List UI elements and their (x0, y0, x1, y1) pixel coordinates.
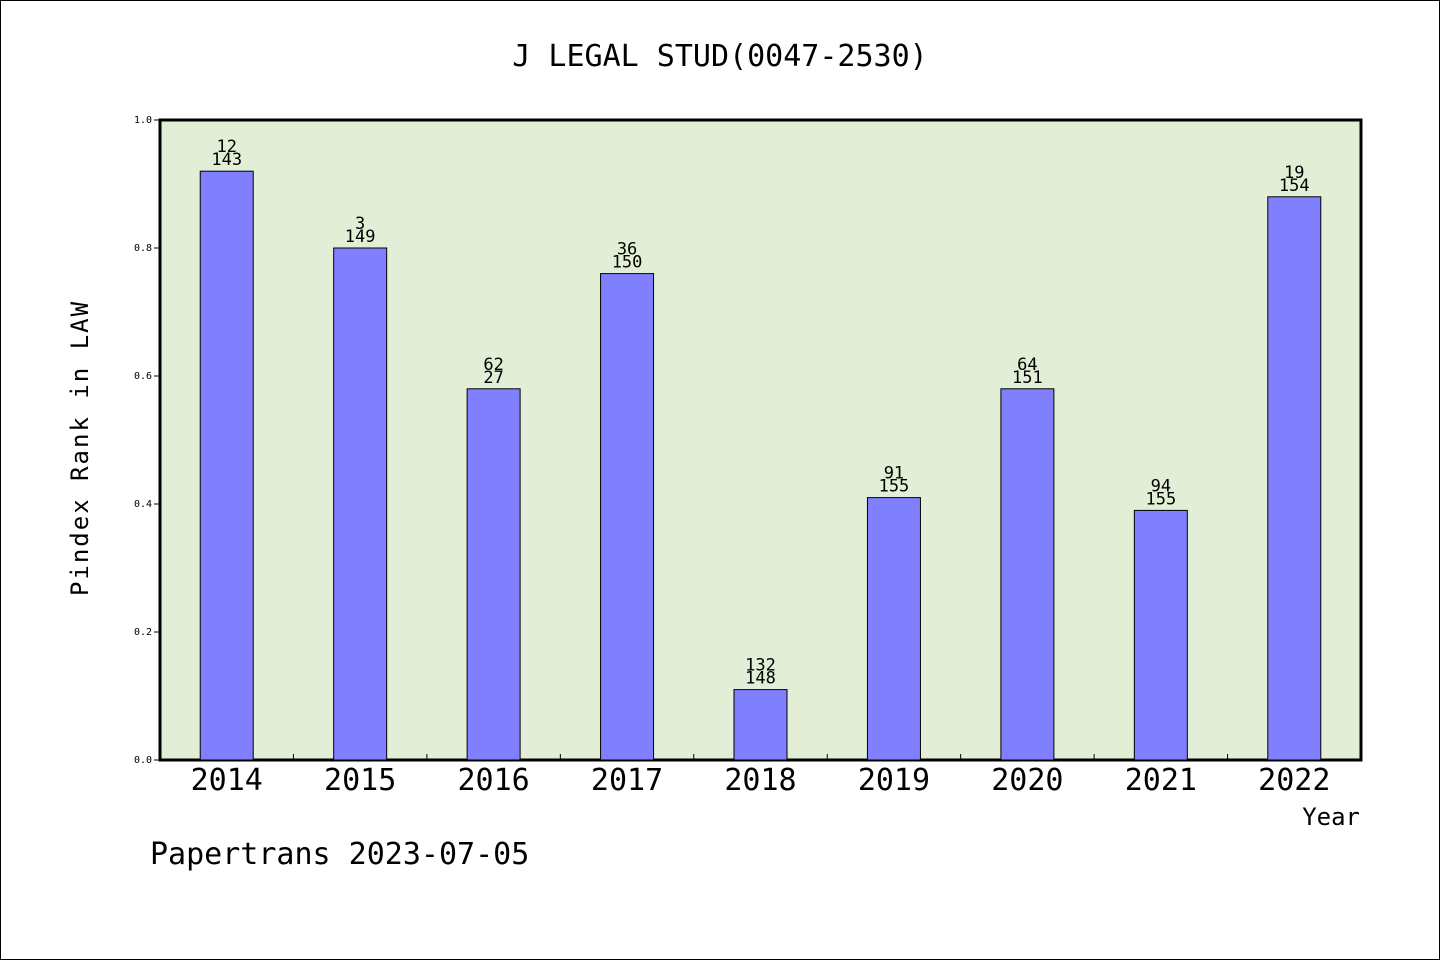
y-tick-label: 0.2 (134, 627, 152, 638)
y-tick-label: 0.0 (134, 755, 152, 766)
x-tick-label: 2020 (991, 763, 1063, 798)
chart-title: J LEGAL STUD(0047-2530) (512, 39, 927, 74)
bar-2019 (866, 497, 921, 761)
rank-label: 12 (216, 137, 236, 157)
rank-label: 91 (884, 464, 904, 484)
x-axis-label: Year (1302, 803, 1360, 831)
rank-label: 19 (1284, 163, 1304, 183)
total-label: 149 (345, 227, 376, 247)
rank-label: 64 (1017, 355, 1037, 375)
total-label: 27 (483, 368, 503, 388)
footer-text: Papertrans 2023-07-05 (150, 837, 529, 872)
y-tick-label: 0.4 (134, 499, 152, 510)
bar-2021 (1133, 509, 1188, 761)
rank-label: 62 (483, 355, 503, 375)
total-label: 155 (1145, 489, 1176, 509)
y-axis-label: Pindex Rank in LAW (66, 300, 94, 596)
bar-2020 (1000, 388, 1055, 761)
total-label: 155 (879, 477, 910, 497)
x-tick-label: 2018 (724, 763, 796, 798)
y-tick-label: 1.0 (134, 115, 152, 126)
y-tick-label: 0.8 (134, 243, 152, 254)
x-tick-label: 2019 (858, 763, 930, 798)
total-label: 150 (612, 253, 643, 273)
x-tick-label: 2017 (591, 763, 663, 798)
bar-2014 (199, 170, 254, 761)
total-label: 154 (1279, 176, 1310, 196)
rank-label: 36 (617, 240, 637, 260)
rank-label: 3 (355, 214, 365, 234)
y-tick-label: 0.6 (134, 371, 152, 382)
bar-2016 (466, 388, 521, 761)
bar-2017 (600, 273, 655, 761)
bar-2022 (1267, 196, 1322, 761)
bar-2018 (733, 689, 788, 761)
x-tick-label: 2014 (191, 763, 263, 798)
bar-2015 (333, 247, 388, 761)
x-tick-label: 2015 (324, 763, 396, 798)
x-tick-label: 2021 (1125, 763, 1197, 798)
total-label: 151 (1012, 368, 1043, 388)
total-label: 148 (745, 669, 776, 689)
x-tick-label: 2022 (1258, 763, 1330, 798)
x-tick-label: 2016 (457, 763, 529, 798)
rank-label: 94 (1151, 476, 1171, 496)
rank-label: 132 (745, 656, 776, 676)
total-label: 143 (211, 150, 242, 170)
